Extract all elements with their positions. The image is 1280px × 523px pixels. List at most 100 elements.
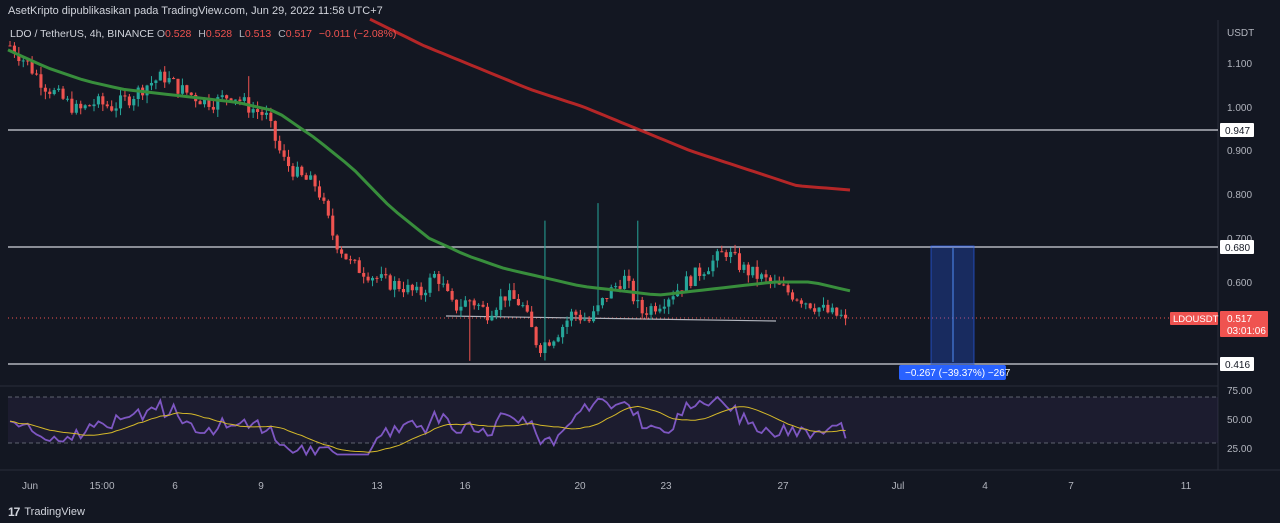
- candle-body: [229, 98, 233, 101]
- candle-body: [636, 299, 640, 302]
- level-tag-0680: 0.680: [1220, 240, 1254, 254]
- time-tick: 4: [982, 481, 988, 492]
- low-label: L: [239, 28, 245, 40]
- candle-body: [596, 305, 600, 312]
- high-value: 0.528: [205, 28, 233, 40]
- price-tick: 0.600: [1227, 278, 1252, 289]
- candle-body: [101, 96, 105, 105]
- candle-body: [715, 251, 719, 261]
- candle-body: [821, 304, 826, 308]
- candle-body: [481, 304, 485, 307]
- symbol-label: LDO / TetherUS, 4h, BINANCE: [10, 28, 154, 40]
- published-by-text: AsetKripto dipublikasikan pada TradingVi…: [8, 5, 383, 17]
- candle-body: [786, 285, 790, 293]
- candle-body: [653, 306, 658, 312]
- candle-body: [578, 314, 582, 321]
- candle-body: [154, 80, 158, 83]
- candle-body: [57, 88, 61, 91]
- candle-body: [547, 342, 551, 346]
- candle-body: [313, 175, 317, 187]
- level-tag-text: 0.416: [1225, 360, 1250, 371]
- candle-body: [344, 253, 348, 260]
- candle-body: [760, 274, 764, 279]
- candle-body: [711, 260, 715, 272]
- candle-body: [317, 186, 322, 198]
- candle-body: [569, 311, 574, 321]
- candle-body: [397, 281, 401, 290]
- candle-body: [428, 277, 432, 293]
- candle-body: [211, 106, 215, 110]
- close-value: 0.517: [285, 28, 312, 40]
- candle-body: [295, 166, 299, 177]
- candle-body: [508, 290, 512, 301]
- candle-body: [189, 92, 193, 95]
- candle-body: [167, 78, 171, 83]
- time-tick: 16: [459, 481, 471, 492]
- candle-body: [286, 156, 291, 167]
- candle-body: [574, 311, 578, 315]
- price-axis: USDT 1.100 1.000 0.900 0.800 0.700 0.600…: [1227, 28, 1254, 455]
- currency-label: USDT: [1227, 28, 1254, 39]
- candle-body: [176, 78, 180, 94]
- time-tick: 27: [777, 481, 789, 492]
- candle-body: [39, 74, 43, 88]
- candle-body: [746, 264, 750, 276]
- candle-body: [618, 286, 622, 289]
- candle-body: [370, 277, 375, 281]
- candle-body: [353, 259, 357, 261]
- candle-body: [808, 303, 812, 309]
- ma-slow-line: [369, 17, 851, 192]
- candle-body: [238, 99, 242, 101]
- rsi-tick: 25.00: [1227, 444, 1252, 455]
- publication-bar: AsetKripto dipublikasikan pada TradingVi…: [0, 0, 1280, 20]
- rsi-tick: 75.00: [1227, 386, 1252, 397]
- time-axis: Jun 15:00 6 9 13 16 20 23 27 Jul 4 7 11: [22, 481, 1192, 492]
- candle-body: [813, 308, 817, 312]
- candle-body: [454, 299, 459, 311]
- candle-body: [21, 60, 25, 62]
- candle-body: [622, 275, 627, 289]
- candle-body: [384, 274, 388, 276]
- level-tag-0416: 0.416: [1220, 357, 1254, 371]
- tradingview-logo[interactable]: 17 TradingView: [8, 505, 85, 519]
- candle-body: [331, 215, 335, 236]
- support-trendline: [445, 315, 777, 322]
- candle-body: [706, 271, 711, 275]
- candle-body: [538, 345, 543, 354]
- time-tick: Jun: [22, 481, 38, 492]
- time-tick: 11: [1181, 481, 1192, 492]
- candle-body: [764, 274, 768, 278]
- candle-body: [627, 275, 631, 281]
- candle-body: [751, 266, 755, 276]
- candle-body: [220, 95, 224, 98]
- level-tag-0947: 0.947: [1220, 123, 1254, 137]
- candle-body: [163, 71, 167, 83]
- candle-body: [415, 286, 419, 291]
- candle-body: [393, 281, 397, 290]
- candle-body: [242, 97, 246, 101]
- candle-body: [543, 342, 547, 354]
- candle-body: [256, 109, 260, 112]
- candle-body: [720, 251, 724, 253]
- candle-body: [640, 299, 644, 314]
- candle-body: [304, 175, 308, 180]
- candle-body: [410, 284, 414, 291]
- candle-body: [48, 91, 52, 95]
- candle-body: [366, 276, 370, 281]
- candle-body: [65, 98, 70, 100]
- level-tag-text: 0.947: [1225, 126, 1250, 137]
- candle-body: [114, 108, 118, 111]
- candle-body: [132, 98, 136, 106]
- candle-body: [185, 85, 189, 93]
- price-chart[interactable]: USDT 1.100 1.000 0.900 0.800 0.700 0.600…: [0, 0, 1280, 498]
- candle-body: [804, 303, 808, 305]
- tradingview-logo-icon: 17: [8, 505, 20, 519]
- candle-body: [830, 307, 834, 313]
- candle-body: [264, 112, 268, 115]
- candle-body: [693, 267, 697, 286]
- rsi-tick: 50.00: [1227, 415, 1252, 426]
- candle-body: [335, 235, 339, 250]
- candle-body: [662, 306, 666, 309]
- candle-body: [667, 299, 671, 307]
- candle-body: [565, 320, 569, 327]
